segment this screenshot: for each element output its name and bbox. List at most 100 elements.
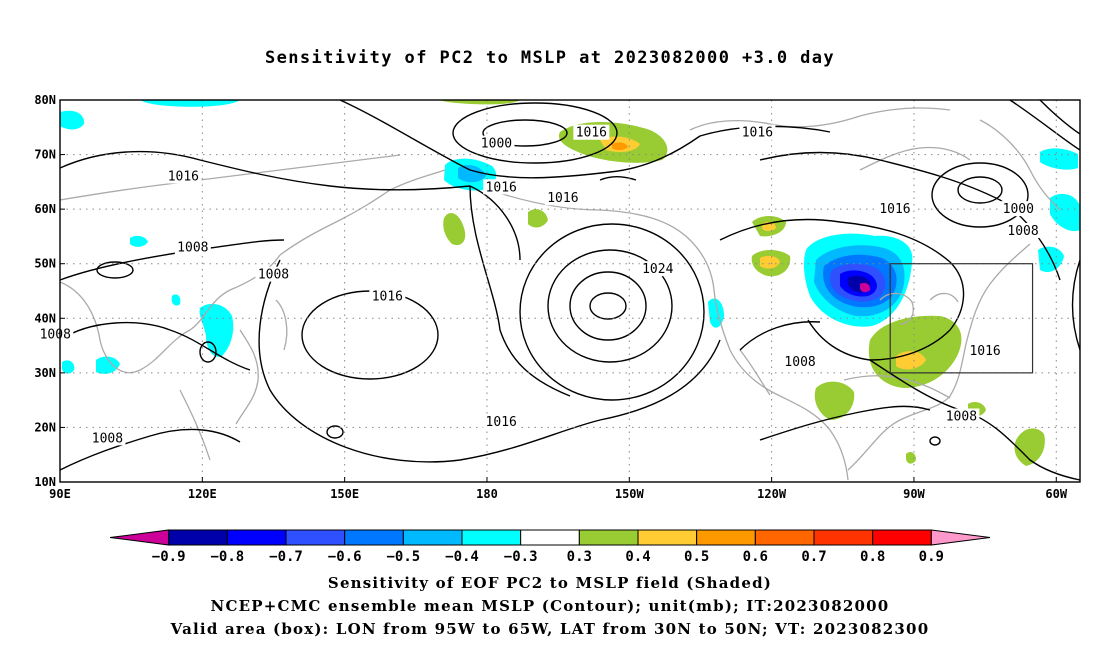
caption-shading: Sensitivity of EOF PC2 to MSLP field (Sh… (327, 574, 773, 592)
map-frame (59, 99, 1081, 483)
contour-label: 1016 (576, 126, 607, 141)
lat-tick-label: 50N (34, 257, 56, 271)
colorbar-label: 0.8 (860, 549, 885, 565)
contour-label: 1016 (372, 289, 403, 304)
contour-line (258, 259, 721, 463)
contour-label: 1008 (40, 328, 71, 343)
sensitivity-shading (60, 100, 1080, 466)
contour-line (199, 341, 217, 363)
lat-tick-label: 40N (34, 311, 56, 325)
contour-label: 1008 (92, 431, 123, 446)
coastline (843, 375, 951, 399)
contour-line (1039, 99, 1081, 135)
contour-line (869, 359, 1081, 481)
contour-label-bg (174, 239, 211, 255)
contour-label-bg (639, 261, 676, 277)
contour-line (739, 321, 821, 351)
contour-label: 1008 (1007, 224, 1038, 239)
shade-patch (140, 100, 240, 107)
lon-tick-label: 60W (1045, 487, 1067, 501)
contour-label-bg (739, 124, 776, 140)
lon-tick-label: 120E (188, 487, 217, 501)
colorbar-swatch (578, 529, 639, 546)
contour-label: 1008 (258, 268, 289, 283)
lat-tick-label: 60N (34, 202, 56, 216)
lat-tick-label: 80N (34, 93, 56, 107)
contour-label: 1008 (946, 410, 977, 425)
contour-label-bg (165, 168, 202, 184)
contour-line (547, 249, 673, 363)
lat-tick-label: 20N (34, 420, 56, 434)
coastline (739, 349, 771, 396)
lat-tick-label: 30N (34, 366, 56, 380)
lon-tick-label: 90W (903, 487, 925, 501)
contour-line (59, 150, 471, 191)
colorbar-label: 0.7 (801, 549, 826, 565)
shade-patch (199, 303, 234, 357)
colorbar-label: −0.8 (210, 549, 244, 565)
colorbar-label: 0.3 (567, 549, 592, 565)
shade-patch (60, 110, 85, 130)
colorbar-label: −0.5 (386, 549, 420, 565)
coastline (59, 254, 281, 374)
coastline (847, 243, 1031, 471)
lat-tick-label: 10N (34, 475, 56, 489)
contour-line (326, 425, 344, 439)
contour-label-bg (483, 413, 520, 429)
contour-label: 1008 (177, 240, 208, 255)
colorbar-label: 0.9 (919, 549, 944, 565)
shade-patch (62, 360, 75, 374)
colorbar-swatch (461, 529, 522, 546)
contour-line (931, 162, 1029, 228)
contour-label: 1016 (742, 126, 773, 141)
caption-contour: NCEP+CMC ensemble mean MSLP (Contour); u… (210, 597, 890, 615)
map-title: Sensitivity of PC2 to MSLP at 2023082000… (264, 48, 836, 68)
coastline (929, 292, 959, 303)
contour-label: 1016 (547, 191, 578, 206)
contour-labels: 1000 1016 1016 1016 1016 1016 1016 1000 1008 1008… (37, 124, 1042, 446)
coastline (279, 169, 446, 256)
lon-tick-label: 180 (476, 487, 498, 501)
colorbar-swatch (285, 529, 346, 546)
contour-label-bg (573, 124, 610, 140)
shade-patch (860, 282, 871, 293)
lat-tick-label: 70N (34, 148, 56, 162)
colorbar-label: 0.4 (625, 549, 650, 565)
colorbar-label: −0.9 (152, 549, 186, 565)
shade-patch (96, 356, 120, 374)
contour-label-bg (483, 179, 520, 195)
lon-axis: 90E 120E 150E 180 150W 120W 90W 60W (49, 477, 1068, 501)
shade-patch (171, 294, 181, 306)
contour-line (589, 292, 627, 320)
contour-label: 1016 (969, 344, 1000, 359)
colorbar-swatch (872, 529, 932, 546)
caption-valid-area: Valid area (box): LON from 95W to 65W, L… (170, 620, 930, 638)
contour-line (59, 321, 251, 371)
coastlines (59, 107, 1061, 481)
shade-patch (443, 213, 466, 246)
contour-line (519, 223, 705, 401)
contour-line (569, 271, 647, 341)
shade-patch (1040, 148, 1078, 170)
colorbar-label: 0.5 (684, 549, 709, 565)
valid-area-box (889, 263, 1034, 374)
shade-patch (458, 165, 486, 183)
contour-label-bg (255, 266, 292, 282)
coastline (713, 289, 849, 481)
lon-tick-label: 90E (49, 487, 71, 501)
coastline (979, 119, 1061, 211)
colorbar-swatch (226, 529, 287, 546)
contour-label-bg (943, 408, 980, 424)
coastline (179, 389, 211, 461)
colorbar-label: −0.4 (445, 549, 479, 565)
map-grid (60, 100, 1080, 482)
contour-line (929, 436, 941, 446)
contour-label: 1000 (1003, 202, 1034, 217)
colorbar-swatch (520, 529, 580, 546)
contour-line (452, 102, 618, 164)
contour-label-bg (876, 201, 913, 217)
coastline (59, 154, 401, 201)
shade-patch (130, 235, 148, 247)
shade-patch (760, 255, 780, 269)
